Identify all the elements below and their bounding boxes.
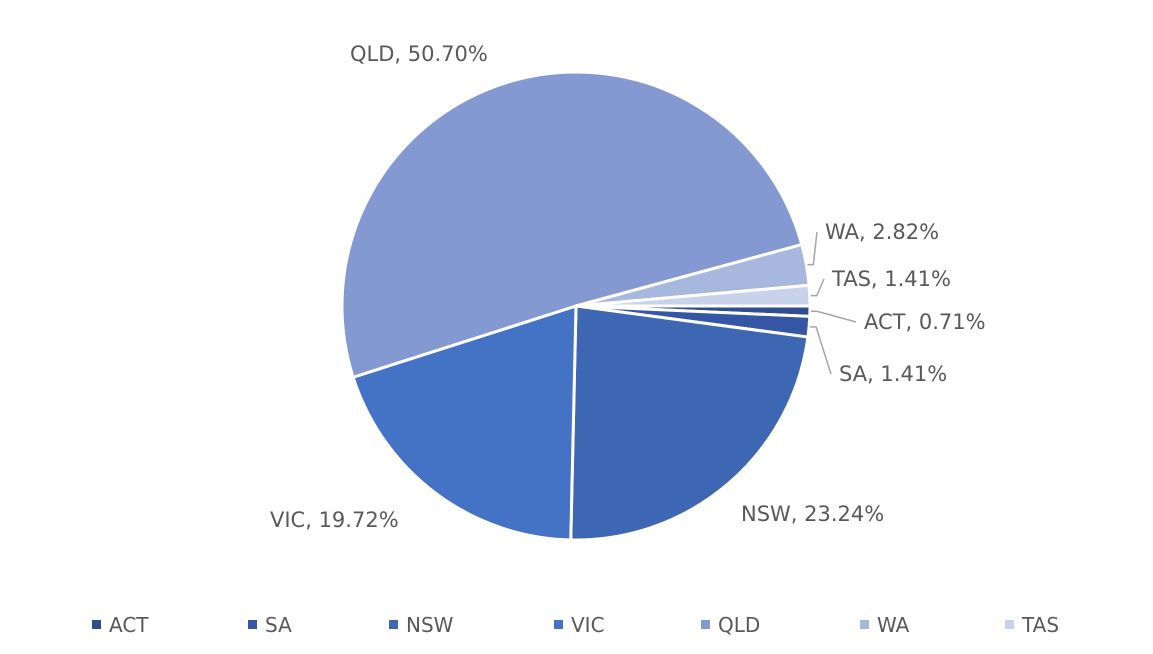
legend-label-qld: QLD bbox=[718, 613, 760, 637]
legend-swatch-wa bbox=[860, 620, 869, 629]
legend-swatch-qld bbox=[701, 620, 710, 629]
legend-label-act: ACT bbox=[109, 613, 149, 637]
legend-item-qld: QLD bbox=[701, 613, 760, 637]
legend-swatch-sa bbox=[248, 620, 257, 629]
legend-swatch-tas bbox=[1005, 620, 1014, 629]
legend-label-tas: TAS bbox=[1021, 613, 1059, 637]
legend-label-nsw: NSW bbox=[406, 613, 454, 637]
legend-item-vic: VIC bbox=[554, 613, 605, 637]
legend: ACT SA NSW VIC QLD WA TAS bbox=[92, 613, 1059, 637]
leader-line-sa bbox=[810, 327, 831, 374]
legend-item-nsw: NSW bbox=[389, 613, 454, 637]
data-label-nsw: NSW, 23.24% bbox=[741, 502, 884, 526]
data-label-qld: QLD, 50.70% bbox=[350, 42, 488, 66]
legend-item-wa: WA bbox=[860, 613, 910, 637]
legend-swatch-nsw bbox=[389, 620, 398, 629]
legend-label-sa: SA bbox=[265, 613, 292, 637]
data-label-tas: TAS, 1.41% bbox=[831, 267, 951, 291]
data-label-sa: SA, 1.41% bbox=[839, 362, 947, 386]
data-label-vic: VIC, 19.72% bbox=[270, 508, 399, 532]
legend-label-wa: WA bbox=[877, 613, 910, 637]
leader-line-act bbox=[811, 311, 856, 322]
leader-line-wa bbox=[807, 232, 817, 265]
legend-item-tas: TAS bbox=[1005, 613, 1059, 637]
data-label-wa: WA, 2.82% bbox=[825, 220, 939, 244]
data-label-act: ACT, 0.71% bbox=[864, 310, 986, 334]
legend-swatch-act bbox=[92, 620, 101, 629]
legend-item-act: ACT bbox=[92, 613, 149, 637]
pie-slices bbox=[342, 72, 810, 540]
leader-line-tas bbox=[811, 279, 824, 296]
legend-swatch-vic bbox=[554, 620, 563, 629]
leader-lines bbox=[807, 232, 856, 374]
legend-item-sa: SA bbox=[248, 613, 292, 637]
legend-label-vic: VIC bbox=[571, 613, 605, 637]
